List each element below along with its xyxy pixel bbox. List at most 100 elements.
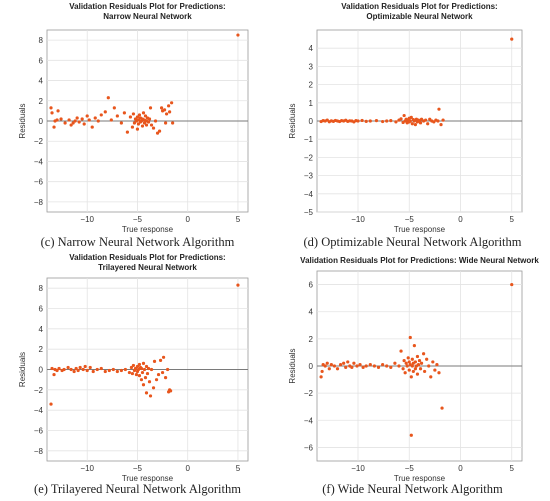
residual-point: [409, 115, 413, 119]
residual-point: [404, 361, 408, 365]
residual-point: [407, 360, 411, 364]
residual-point: [389, 365, 393, 369]
residual-point: [319, 375, 323, 379]
y-tick-label: −5: [304, 208, 314, 217]
residual-point: [90, 125, 94, 129]
residual-point: [407, 368, 411, 372]
plot-title-line: Trilayered Neural Network: [98, 263, 197, 272]
residual-point: [139, 366, 144, 371]
y-tick-label: 4: [309, 44, 314, 53]
residual-point: [168, 110, 172, 114]
residual-point: [139, 378, 144, 382]
residual-point: [335, 367, 340, 371]
residual-point: [130, 371, 135, 376]
y-tick-label: −2: [34, 137, 44, 146]
residual-point: [360, 118, 364, 123]
residual-point: [112, 106, 116, 110]
residual-point: [93, 116, 97, 120]
residual-point: [158, 358, 163, 362]
residual-point: [133, 366, 138, 371]
y-tick-label: 4: [309, 308, 314, 317]
residual-point: [368, 119, 372, 123]
residual-point: [135, 115, 140, 119]
residual-plot-trilayered: Validation Residuals Plot for Prediction…: [18, 253, 249, 483]
x-tick-label: 0: [185, 215, 190, 224]
residual-point: [109, 118, 113, 122]
residual-point: [137, 374, 142, 378]
y-tick-label: 6: [39, 305, 44, 314]
y-axis-label: Residuals: [18, 352, 27, 387]
residual-point: [415, 354, 420, 359]
residual-point: [406, 356, 410, 360]
residual-point: [170, 101, 174, 105]
residual-point: [385, 364, 389, 368]
residual-point: [419, 117, 424, 121]
x-axis-label: True response: [394, 225, 446, 234]
residual-point: [135, 127, 140, 131]
residual-point: [413, 123, 417, 127]
residual-point: [141, 361, 146, 365]
residual-point: [136, 367, 141, 372]
residual-point: [171, 121, 175, 125]
residual-point: [327, 367, 331, 371]
residual-point: [166, 367, 170, 372]
residual-point: [389, 119, 393, 123]
plot-title-line: Validation Residuals Plot for Prediction…: [69, 2, 225, 11]
residual-point: [441, 118, 445, 122]
residual-point: [169, 389, 173, 393]
residual-point: [344, 365, 348, 369]
residual-point: [147, 380, 152, 384]
y-tick-label: 2: [309, 335, 314, 344]
y-tick-label: 2: [309, 81, 314, 90]
x-axis-label: True response: [122, 225, 174, 234]
x-tick-label: −10: [351, 215, 365, 224]
residual-point: [394, 120, 398, 124]
residual-point: [141, 111, 146, 115]
x-tick-label: 0: [185, 464, 190, 473]
residual-point: [83, 364, 87, 369]
residual-point: [71, 121, 75, 125]
y-tick-label: −1: [304, 135, 314, 144]
residual-point: [57, 366, 61, 371]
residual-point: [431, 360, 435, 364]
residual-point: [141, 383, 146, 387]
residual-point: [399, 349, 403, 353]
residual-point: [154, 378, 159, 382]
residual-plot-wide: Validation Residuals Plot for Prediction…: [288, 256, 539, 483]
residual-point: [103, 110, 107, 114]
residual-point: [123, 367, 127, 372]
residual-point: [143, 114, 148, 118]
y-tick-label: −6: [34, 427, 44, 436]
residual-point: [163, 121, 168, 125]
residual-point: [323, 364, 327, 368]
residual-point: [159, 106, 164, 110]
residual-point: [50, 366, 54, 371]
x-tick-label: 5: [236, 215, 241, 224]
y-tick-label: −2: [34, 386, 44, 395]
residual-point: [364, 119, 368, 123]
residual-point: [412, 344, 416, 348]
residual-point: [413, 360, 417, 364]
residual-point: [410, 122, 414, 126]
residual-point: [440, 406, 444, 410]
residual-point: [148, 106, 153, 110]
residual-point: [393, 361, 397, 365]
residual-point: [69, 367, 73, 372]
residual-point: [80, 117, 84, 121]
residual-point: [157, 129, 162, 133]
x-tick-label: 5: [510, 464, 515, 473]
residual-point: [140, 370, 145, 375]
residual-point: [55, 368, 59, 373]
residual-point: [155, 131, 160, 135]
residual-point: [119, 121, 123, 125]
residual-point: [429, 375, 433, 379]
residual-point: [52, 372, 56, 377]
residual-point: [88, 365, 92, 370]
y-tick-label: −4: [34, 157, 44, 166]
residual-point: [401, 367, 405, 371]
residual-point: [320, 369, 324, 374]
residual-point: [127, 370, 132, 375]
residual-point: [107, 368, 111, 373]
residual-point: [432, 120, 436, 124]
residual-point: [56, 109, 60, 113]
